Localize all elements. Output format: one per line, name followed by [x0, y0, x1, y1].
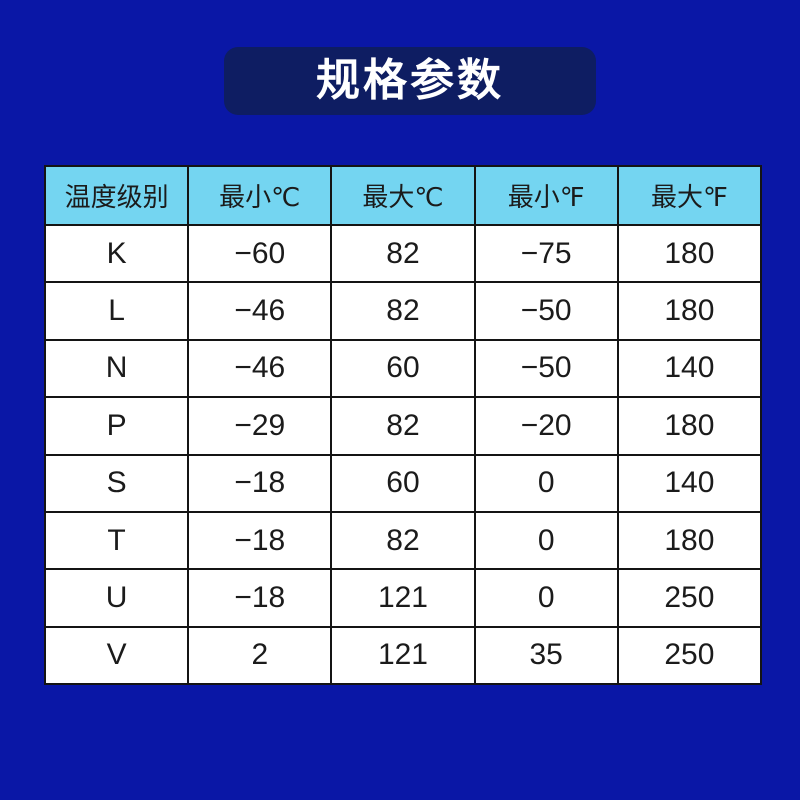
value-cell: 82 [330, 281, 476, 341]
column-header-min-celsius: 最小℃ [187, 165, 333, 226]
grade-cell: N [43, 338, 190, 399]
spec-banner: 规格参数 [224, 47, 596, 115]
value-cell: 2 [187, 625, 333, 686]
grade-cell: V [43, 625, 190, 686]
value-cell: 180 [616, 281, 763, 341]
spec-table-header: 温度级别 最小℃ 最大℃ 最小℉ 最大℉ [43, 165, 763, 226]
table-row: S −18 60 0 140 [43, 453, 763, 513]
value-cell: 121 [330, 568, 476, 628]
value-cell: −60 [187, 223, 333, 284]
value-cell: −18 [187, 510, 333, 571]
table-row: T −18 82 0 180 [43, 510, 763, 571]
column-header-max-fahrenheit: 最大℉ [616, 165, 763, 226]
column-header-grade: 温度级别 [43, 165, 190, 226]
grade-cell: S [43, 453, 190, 513]
column-header-min-fahrenheit: 最小℉ [473, 165, 619, 226]
value-cell: 180 [616, 396, 763, 456]
value-cell: 0 [473, 568, 619, 628]
table-row: V 2 121 35 250 [43, 625, 763, 686]
grade-cell: K [43, 223, 190, 284]
value-cell: −29 [187, 396, 333, 456]
value-cell: −50 [473, 281, 619, 341]
table-row: L −46 82 −50 180 [43, 281, 763, 341]
value-cell: −75 [473, 223, 619, 284]
value-cell: 180 [616, 223, 763, 284]
value-cell: 180 [616, 510, 763, 571]
grade-cell: P [43, 396, 190, 456]
value-cell: 60 [330, 338, 476, 399]
value-cell: −18 [187, 453, 333, 513]
table-row: N −46 60 −50 140 [43, 338, 763, 399]
value-cell: 0 [473, 510, 619, 571]
value-cell: 250 [616, 625, 763, 686]
value-cell: 0 [473, 453, 619, 513]
grade-cell: T [43, 510, 190, 571]
column-header-max-celsius: 最大℃ [330, 165, 476, 226]
value-cell: 140 [616, 338, 763, 399]
value-cell: 250 [616, 568, 763, 628]
table-row: P −29 82 −20 180 [43, 396, 763, 456]
grade-cell: U [43, 568, 190, 628]
value-cell: 82 [330, 396, 476, 456]
header-row: 温度级别 最小℃ 最大℃ 最小℉ 最大℉ [43, 165, 763, 226]
spec-table-container: 温度级别 最小℃ 最大℃ 最小℉ 最大℉ K −60 82 −75 180 L … [43, 165, 763, 686]
value-cell: −50 [473, 338, 619, 399]
value-cell: 82 [330, 510, 476, 571]
value-cell: 35 [473, 625, 619, 686]
value-cell: −46 [187, 281, 333, 341]
value-cell: 140 [616, 453, 763, 513]
value-cell: −20 [473, 396, 619, 456]
spec-table-body: K −60 82 −75 180 L −46 82 −50 180 N −46 … [43, 223, 763, 686]
value-cell: −46 [187, 338, 333, 399]
table-row: K −60 82 −75 180 [43, 223, 763, 284]
table-row: U −18 121 0 250 [43, 568, 763, 628]
banner-title: 规格参数 [316, 56, 504, 105]
value-cell: −18 [187, 568, 333, 628]
value-cell: 121 [330, 625, 476, 686]
value-cell: 82 [330, 223, 476, 284]
value-cell: 60 [330, 453, 476, 513]
spec-table: 温度级别 最小℃ 最大℃ 最小℉ 最大℉ K −60 82 −75 180 L … [43, 165, 763, 686]
grade-cell: L [43, 281, 190, 341]
